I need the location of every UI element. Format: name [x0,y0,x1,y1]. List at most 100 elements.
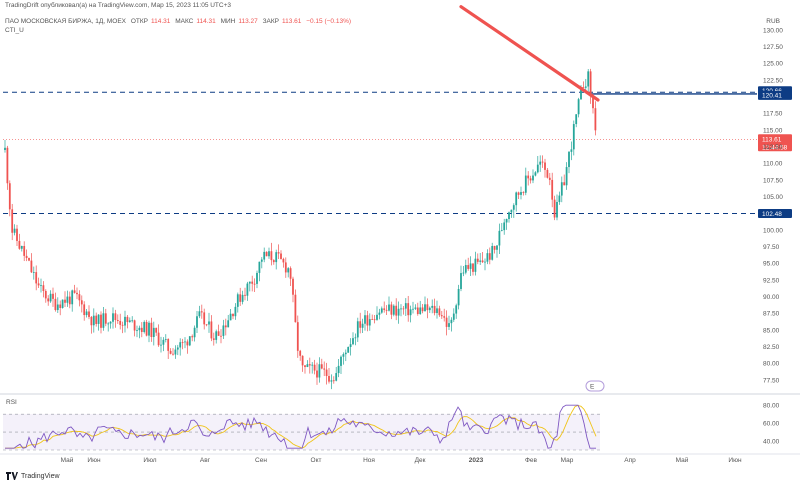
candle-body [174,349,177,355]
high-value: 114.31 [196,18,216,25]
candle-body [205,324,208,326]
candle-body [121,324,124,326]
candle-body [282,258,285,263]
price-tick-label: 100.00 [763,227,783,234]
candle-body [143,321,146,333]
candle-body [433,305,436,314]
candle-body [318,364,321,378]
candle-body [356,321,359,338]
time-tick-label: Июн [87,457,101,464]
candle-body [505,218,508,223]
candle-body [313,364,316,371]
candle-body [268,251,270,257]
candle-body [222,325,225,336]
candle-body [515,192,518,206]
candle-body [503,222,506,231]
candle-body [373,319,376,321]
candle-body [455,305,458,314]
candle-body [587,71,590,87]
candle-body [95,315,98,324]
candle-body [52,293,54,299]
price-tick-label: 85.00 [763,327,780,334]
candle-body [179,342,182,348]
candle-body [527,175,530,179]
candle-body [196,316,198,328]
candle-body [20,245,23,249]
candle-body [392,305,395,315]
candle-body [49,293,52,302]
candle-body [443,316,446,318]
candle-body [508,212,510,219]
trendline[interactable]: E [459,5,605,392]
candle-body [270,251,273,261]
indicator-label[interactable]: CTI_U [5,27,24,34]
candle-body [556,201,558,218]
candle-body [378,312,381,315]
candle-body [284,262,287,273]
candle-body [138,327,141,331]
price-tick-label: 77.50 [763,377,780,384]
time-tick-label: Апр [624,457,636,464]
candle-body [565,167,568,186]
candle-body [116,319,119,321]
candle-body [572,124,575,150]
candle-body [260,259,263,262]
candle-body [246,283,249,296]
candle-body [402,308,405,310]
candle-body [258,261,261,273]
candle-body [560,182,563,196]
candle-body [510,209,513,213]
candle-body [301,355,304,366]
event-marker-label: E [590,383,595,390]
candle-body [13,228,16,233]
open-value: 114.31 [150,18,171,25]
candle-body [536,164,539,173]
descending-trendline [459,5,600,102]
candle-body [150,322,153,337]
candle-body [340,356,342,366]
candle-body [56,304,59,311]
candle-body [16,228,18,241]
candle-body [54,298,57,311]
candle-body [152,327,155,337]
candle-body [136,330,138,331]
candle-body [431,305,434,308]
candle-body [592,96,594,109]
candle-body [414,307,417,309]
candle-body [558,195,561,202]
time-tick-label: Дек [415,457,426,464]
candle-body [580,87,582,100]
candle-body [294,294,297,323]
time-tick-label: Июл [143,457,156,464]
candle-body [349,344,352,347]
candle-body [114,313,117,320]
candle-body [352,338,354,345]
price-tick-label: 115.00 [763,127,783,134]
candle-body [383,308,386,310]
candle-body [155,327,158,333]
candle-body [280,253,282,259]
candle-body [469,263,472,269]
candle-body [330,380,333,382]
candle-body [80,300,83,305]
candle-body [361,323,364,328]
candle-body [40,285,42,287]
candle-body [277,252,280,254]
high-label: МАКС [175,18,194,25]
candle-body [11,209,14,233]
candle-body [534,172,537,176]
candle-body [320,364,323,369]
candle-body [193,327,196,338]
time-tick-label: Ноя [363,457,375,464]
candle-body [328,375,330,382]
candle-body [251,281,254,284]
time-tick-label: Май [676,456,689,464]
candle-body [491,245,494,260]
candle-body [42,285,45,291]
candle-body [532,175,534,181]
candle-body [227,320,230,328]
candle-body [184,341,186,343]
candle-body [486,253,489,262]
